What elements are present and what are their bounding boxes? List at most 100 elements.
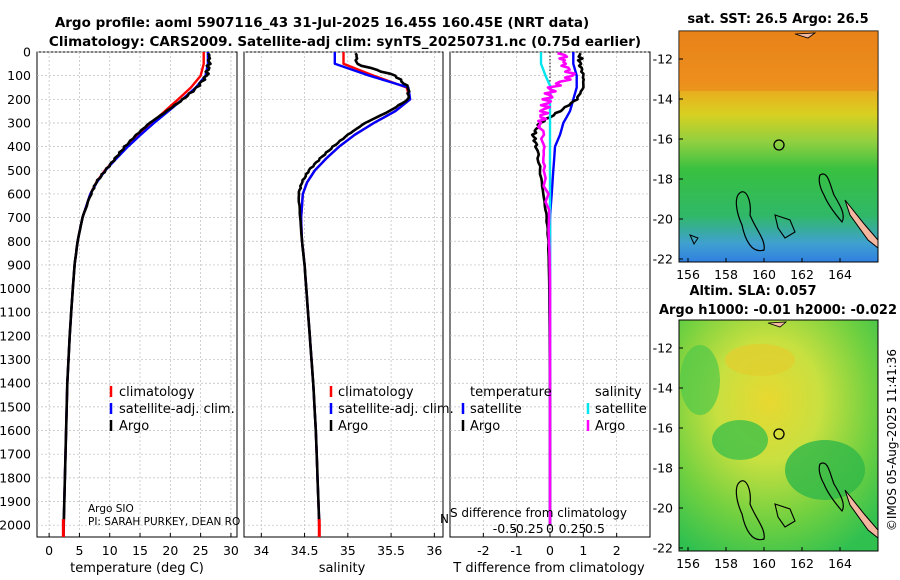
salinity-x-tick-label: 34.5	[291, 543, 319, 558]
map-lon-tick-label: 156	[676, 556, 700, 571]
map-lat-tick-label: -20	[653, 501, 673, 516]
temperature-legend-climatology: climatology	[119, 385, 195, 400]
depth-tick-label: 700	[7, 210, 31, 225]
depth-tick-label: 400	[7, 139, 31, 154]
salinity-legend-argo: Argo	[338, 419, 368, 434]
depth-tick-label: 1400	[0, 376, 31, 391]
timestamp-stamp: ©IMOS 05-Aug-2025 11:41:36	[885, 349, 899, 531]
figure-title-line2: Climatology: CARS2009. Satellite-adj cli…	[49, 34, 641, 50]
temperature-x-tick-label: 15	[132, 543, 148, 558]
temperature-axes	[36, 51, 238, 538]
map-lon-tick-label: 160	[752, 267, 776, 282]
map-lat-tick-label: -22	[653, 541, 673, 556]
difference-xlabel: T difference from climatology	[452, 561, 645, 576]
depth-tick-label: 800	[7, 234, 31, 249]
depth-tick-label: 1800	[0, 470, 31, 485]
difference-x-tick-label: 0	[546, 543, 554, 558]
map-lat-tick-label: -12	[653, 52, 673, 67]
legend-s-argo: Argo	[595, 419, 625, 434]
s-difference-tick-label: -0.5	[493, 521, 517, 536]
sst-map	[678, 30, 879, 263]
map-lat-tick-label: -12	[653, 341, 673, 356]
salinity-series-argo	[297, 52, 411, 537]
legend-salinity-title: salinity	[595, 385, 642, 400]
depth-tick-label: 100	[7, 68, 31, 83]
map-lat-tick-label: -18	[653, 172, 673, 187]
map-lat-tick-label: -14	[653, 92, 673, 107]
map-lat-tick-label: -22	[653, 252, 673, 267]
depth-tick-label: 0	[23, 45, 31, 60]
credit-line1: Argo SIO	[88, 503, 134, 515]
difference-legend: temperature satellite Argo salinity sate…	[461, 385, 647, 434]
legend-t-satellite: satellite	[470, 402, 522, 417]
s-difference-cut-letter: N	[440, 512, 449, 526]
difference-x-tick-label: 2	[613, 543, 621, 558]
temperature-x-tick-label: 5	[75, 543, 83, 558]
salinity-legend-climatology: climatology	[338, 385, 414, 400]
depth-tick-label: 1300	[0, 352, 31, 367]
map-lat-tick-label: -14	[653, 381, 673, 396]
temperature-x-tick-label: 30	[223, 543, 239, 558]
sla-map-title-line2: Argo h1000: -0.01 h2000: -0.022	[659, 303, 897, 318]
depth-tick-label: 1600	[0, 423, 31, 438]
depth-tick-label: 200	[7, 92, 31, 107]
s-difference-tick-label: -0.25	[511, 521, 543, 536]
salinity-axes	[243, 51, 444, 538]
map-lon-tick-label: 158	[714, 556, 738, 571]
depth-tick-label: 1700	[0, 447, 31, 462]
depth-tick-label: 1000	[0, 281, 31, 296]
depth-tick-label: 1500	[0, 399, 31, 414]
difference-x-tick-label: 1	[579, 543, 587, 558]
credit-line2: PI: SARAH PURKEY, DEAN RO	[88, 516, 240, 528]
depth-tick-label: 900	[7, 257, 31, 272]
map-lat-tick-label: -16	[653, 421, 673, 436]
map-lon-tick-label: 160	[752, 556, 776, 571]
temperature-legend: climatology satellite-adj. clim. Argo	[109, 385, 235, 434]
difference-x-tick-label: -2	[477, 543, 489, 558]
depth-tick-label: 1900	[0, 494, 31, 509]
map-lon-tick-label: 162	[790, 267, 814, 282]
s-difference-tick-label: 0.5	[585, 521, 605, 536]
temperature-legend-satellite: satellite-adj. clim.	[119, 402, 235, 417]
map-lon-tick-label: 162	[790, 556, 814, 571]
difference-series-salinity-argo	[537, 51, 576, 526]
legend-temperature-title: temperature	[470, 385, 552, 400]
difference-x-tick-label: -1	[510, 543, 522, 558]
s-difference-label: S difference from climatology	[450, 506, 627, 520]
temperature-xlabel: temperature (deg C)	[70, 561, 204, 576]
salinity-xlabel: salinity	[319, 561, 366, 576]
legend-s-satellite: satellite	[595, 402, 647, 417]
temperature-x-tick-label: 0	[45, 543, 53, 558]
map-lon-tick-label: 156	[676, 267, 700, 282]
map-lat-tick-label: -16	[653, 132, 673, 147]
figure-title-line1: Argo profile: aoml 5907116_43 31-Jul-202…	[55, 15, 589, 31]
map-lon-tick-label: 164	[828, 267, 852, 282]
sla-map-title-line1: Altim. SLA: 0.057	[690, 284, 817, 299]
temperature-x-tick-label: 25	[193, 543, 209, 558]
map-lat-tick-label: -20	[653, 212, 673, 227]
depth-tick-label: 500	[7, 163, 31, 178]
s-difference-tick-label: 0	[546, 521, 554, 536]
temperature-series-argo	[62, 52, 212, 537]
depth-tick-label: 300	[7, 115, 31, 130]
salinity-x-tick-label: 36	[426, 543, 442, 558]
map-lat-tick-label: -18	[653, 461, 673, 476]
legend-t-argo: Argo	[470, 419, 500, 434]
sst-map-title: sat. SST: 26.5 Argo: 26.5	[687, 12, 868, 27]
sla-map	[678, 319, 879, 552]
salinity-legend-satellite: satellite-adj. clim.	[338, 402, 454, 417]
depth-tick-label: 1200	[0, 328, 31, 343]
temperature-x-tick-label: 20	[162, 543, 178, 558]
salinity-x-tick-label: 35	[340, 543, 356, 558]
depth-tick-label: 1100	[0, 305, 31, 320]
salinity-x-tick-label: 35.5	[377, 543, 405, 558]
depth-tick-label: 2000	[0, 518, 31, 533]
temperature-legend-argo: Argo	[119, 419, 149, 434]
temperature-x-tick-label: 10	[102, 543, 118, 558]
depth-tick-label: 600	[7, 186, 31, 201]
map-lon-tick-label: 158	[714, 267, 738, 282]
salinity-x-tick-label: 34	[253, 543, 269, 558]
s-difference-tick-label: 0.25	[559, 521, 587, 536]
map-lon-tick-label: 164	[828, 556, 852, 571]
